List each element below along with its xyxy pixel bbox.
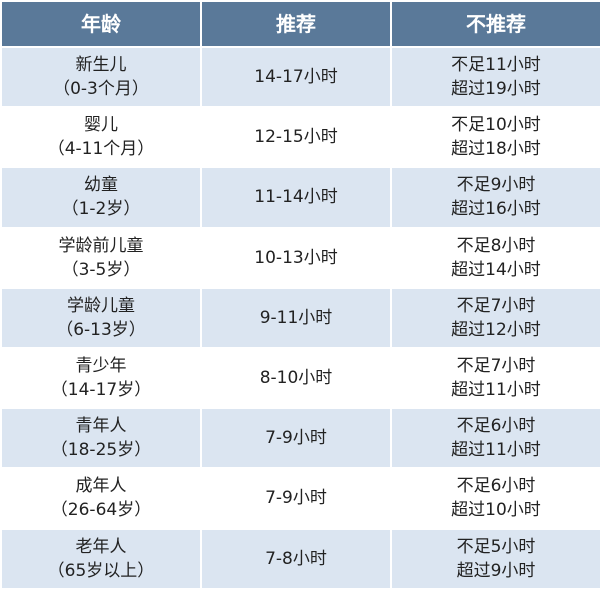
recommended-cell: 11-14小时 <box>200 166 392 229</box>
recommended-cell: 7-9小时 <box>200 467 392 530</box>
not-recommended-line: 超过19小时 <box>451 79 541 100</box>
not-recommended-cell: 不足8小时超过14小时 <box>390 226 600 289</box>
not-recommended-cell: 不足9小时超过16小时 <box>390 166 600 229</box>
age-line: （1-2岁） <box>61 199 141 220</box>
table-row: 成年人 （26-64岁） 7-9小时 不足6小时 超过10小时 <box>0 467 600 530</box>
not-recommended-cell: 不足7小时超过12小时 <box>390 286 600 349</box>
recommended-cell: 12-15小时 <box>200 106 392 169</box>
header-cell: 推荐 <box>200 0 392 48</box>
age-cell: 成年人 （26-64岁） <box>0 467 202 530</box>
not-recommended-line: 超过16小时 <box>451 199 541 220</box>
not-recommended-line: 超过14小时 <box>451 259 541 280</box>
age-cell: 幼童 （1-2岁） <box>0 166 202 229</box>
age-cell: 青年人 （18-25岁） <box>0 407 202 470</box>
table-row: 学龄前儿童 （3-5岁） 10-13小时 不足8小时 超过14小时 <box>0 226 600 289</box>
age-line: （65岁以上） <box>47 560 155 581</box>
age-cell: 新生儿 （0-3个月） <box>0 45 202 109</box>
not-recommended-line: 超过9小时 <box>456 560 536 581</box>
table-row: 老年人 （65岁以上） 7-8小时 不足5小时 超过9小时 <box>0 527 600 590</box>
table-row: 婴儿 （4-11个月） 12-15小时 不足10小时 超过18小时 <box>0 106 600 169</box>
header-row: 年龄 推荐 不推荐 <box>0 0 600 48</box>
age-line: 幼童 <box>84 175 118 196</box>
age-line: 新生儿 <box>75 55 127 76</box>
age-cell: 老年人 （65岁以上） <box>0 527 202 590</box>
not-recommended-line: 不足9小时 <box>456 175 536 196</box>
age-line: （3-5岁） <box>61 259 141 280</box>
recommended-cell: 10-13小时 <box>200 226 392 289</box>
not-recommended-line: 超过18小时 <box>451 139 541 160</box>
age-line: 婴儿 <box>84 115 118 136</box>
table-row: 青年人 （18-25岁） 7-9小时 不足6小时 超过11小时 <box>0 407 600 470</box>
age-cell: 婴儿 （4-11个月） <box>0 106 202 169</box>
table-header: 年龄 推荐 不推荐 <box>0 0 600 48</box>
recommended-cell: 14-17小时 <box>200 45 392 109</box>
not-recommended-line: 不足6小时 <box>456 416 536 437</box>
not-recommended-cell: 不足6小时超过10小时 <box>390 467 600 530</box>
age-line: 青年人 <box>75 416 127 437</box>
age-line: （6-13岁） <box>56 319 146 340</box>
not-recommended-line: 不足11小时 <box>451 55 541 76</box>
table-row: 学龄儿童 （6-13岁） 9-11小时 不足7小时 超过12小时 <box>0 286 600 349</box>
age-cell: 学龄儿童 （6-13岁） <box>0 286 202 349</box>
not-recommended-cell: 不足10小时 超过18小时 <box>390 106 600 169</box>
table-row: 新生儿 （0-3个月） 14-17小时 不足11小时 超过19小时 <box>0 45 600 109</box>
not-recommended-line: 不足6小时 <box>456 476 536 497</box>
header-cell: 不推荐 <box>390 0 600 48</box>
not-recommended-cell: 不足7小时超过11小时 <box>390 346 600 410</box>
not-recommended-line: 不足8小时 <box>456 235 536 256</box>
age-line: 学龄儿童 <box>67 295 135 316</box>
age-cell: 青少年 （14-17岁） <box>0 346 202 410</box>
not-recommended-line: 不足5小时 <box>456 536 536 557</box>
age-line: 老年人 <box>75 536 127 557</box>
not-recommended-line: 超过11小时 <box>451 380 541 401</box>
age-line: 学龄前儿童 <box>58 235 144 256</box>
not-recommended-line: 不足7小时 <box>456 356 536 377</box>
not-recommended-line: 不足10小时 <box>451 115 541 136</box>
not-recommended-line: 超过10小时 <box>451 500 541 521</box>
table-body: 新生儿 （0-3个月） 14-17小时 不足11小时 超过19小时 婴儿 （4-11个月） 1… <box>0 45 600 590</box>
table-row: 幼童 （1-2岁） 11-14小时 不足9小时 超过16小时 <box>0 166 600 229</box>
age-line: （18-25岁） <box>50 440 152 461</box>
recommended-cell: 7-8小时 <box>200 527 392 590</box>
sleep-table: 年龄 推荐 不推荐 新生儿 （0-3个月） 14-17小时 不足11小时 超过19小时婴… <box>0 0 600 590</box>
not-recommended-cell: 不足5小时超过9小时 <box>390 527 600 590</box>
age-line: 成年人 <box>75 476 127 497</box>
not-recommended-cell: 不足11小时 超过19小时 <box>390 45 600 109</box>
age-cell: 学龄前儿童 （3-5岁） <box>0 226 202 289</box>
recommended-cell: 8-10小时 <box>200 346 392 410</box>
age-line: （14-17岁） <box>50 380 152 401</box>
not-recommended-line: 超过11小时 <box>451 440 541 461</box>
not-recommended-line: 不足7小时 <box>456 295 536 316</box>
age-line: （4-11个月） <box>47 139 155 160</box>
table-row: 青少年 （14-17岁） 8-10小时 不足7小时 超过11小时 <box>0 346 600 410</box>
not-recommended-cell: 不足6小时超过11小时 <box>390 407 600 470</box>
header-cell: 年龄 <box>0 0 202 48</box>
age-line: （26-64岁） <box>50 500 152 521</box>
recommended-cell: 7-9小时 <box>200 407 392 470</box>
not-recommended-line: 超过12小时 <box>451 319 541 340</box>
recommended-cell: 9-11小时 <box>200 286 392 349</box>
age-line: 青少年 <box>75 356 127 377</box>
age-line: （0-3个月） <box>53 79 149 100</box>
